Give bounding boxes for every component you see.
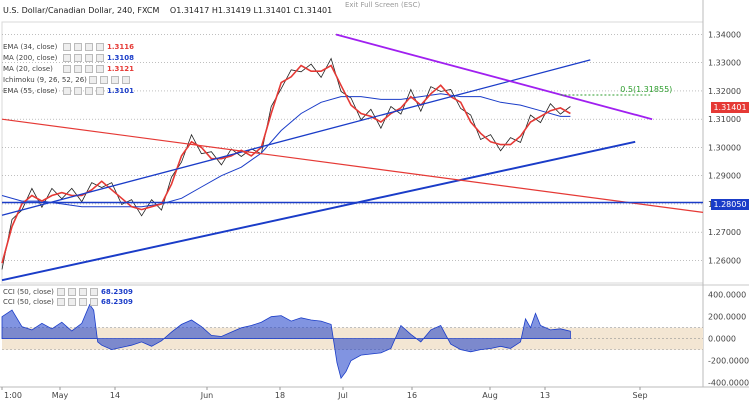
indicator-control-icon[interactable] — [99, 76, 108, 84]
indicator-label: MA (20, close) — [3, 65, 53, 73]
cci-indicator-value: 68.2309 — [101, 298, 133, 306]
x-tick-label: 13 — [540, 391, 550, 400]
indicator-value: 1.3116 — [107, 43, 135, 51]
cci-plot — [1, 303, 571, 380]
main-plot — [1, 33, 704, 282]
y-tick-label: 1.32000 — [708, 87, 741, 96]
y-axis-cci: -400.0000 -200.0000 0.0000 200.0000 400.0000 — [708, 291, 749, 388]
x-tick-label: Jul — [337, 391, 348, 400]
y-tick-label: 1.27000 — [708, 228, 741, 237]
indicator-control-icon[interactable] — [68, 288, 76, 296]
y-tick-label: 1.33000 — [708, 59, 741, 68]
indicator-value: 1.3101 — [107, 87, 135, 95]
cci-indicator-row[interactable]: CCI (50, close) 68.2309 — [3, 298, 133, 306]
y-axis-main: 1.260001.270001.280001.290001.300001.310… — [708, 30, 741, 265]
x-axis: 1:00 May 14 Jun 18 Jul 16 Aug 13 Sep — [1, 387, 648, 400]
trendline-red — [1, 118, 704, 213]
indicator-control-icon[interactable] — [88, 76, 97, 84]
chart-header: U.S. Dollar/Canadian Dollar, 240, FXCM O… — [3, 6, 332, 15]
indicator-value: 1.3108 — [107, 54, 135, 62]
ema-34-line — [1, 64, 571, 264]
cci-tick-label: -200.0000 — [708, 357, 749, 366]
indicator-control-icon[interactable] — [68, 298, 76, 306]
indicator-control-icon[interactable] — [85, 43, 93, 51]
indicator-control-icon[interactable] — [85, 54, 93, 62]
indicator-control-icon[interactable] — [90, 298, 98, 306]
indicator-control-icon[interactable] — [74, 87, 82, 95]
y-tick-label: 1.31000 — [708, 115, 741, 124]
chart-title: U.S. Dollar/Canadian Dollar, 240, FXCM — [3, 6, 160, 15]
indicator-control-icon[interactable] — [96, 87, 104, 95]
indicator-row[interactable]: EMA (34, close) 1.3116 — [3, 43, 134, 51]
cci-tick-label: -400.0000 — [708, 379, 749, 388]
indicator-label: Ichimoku (9, 26, 52, 26) — [3, 76, 87, 84]
trendline-support — [1, 140, 636, 282]
indicator-row[interactable]: EMA (55, close) 1.3101 — [3, 87, 134, 95]
indicator-label: EMA (34, close) — [3, 43, 58, 51]
indicator-control-icon[interactable] — [96, 65, 104, 73]
indicator-value: 1.3121 — [107, 65, 135, 73]
y-tick-label: 1.34000 — [708, 30, 741, 39]
indicator-control-icon[interactable] — [63, 54, 71, 62]
cci-area — [1, 303, 571, 380]
fib-label: 0.5(1.31855) — [620, 85, 672, 94]
indicator-control-icon[interactable] — [74, 43, 82, 51]
x-tick-label: Jun — [200, 391, 214, 400]
cci-tick-label: 400.0000 — [708, 291, 746, 300]
indicator-row[interactable]: Ichimoku (9, 26, 52, 26) — [3, 76, 133, 84]
x-tick-label: Aug — [482, 391, 498, 400]
x-tick-label: 14 — [110, 391, 120, 400]
indicator-control-icon[interactable] — [85, 87, 93, 95]
cci-tick-label: 0.0000 — [708, 335, 736, 344]
indicator-label: EMA (55, close) — [3, 87, 58, 95]
x-tick-label: 18 — [275, 391, 285, 400]
indicator-row[interactable]: MA (200, close) 1.3108 — [3, 54, 134, 62]
indicator-control-icon[interactable] — [57, 298, 65, 306]
trendline-steep — [1, 59, 591, 216]
indicator-control-icon[interactable] — [79, 298, 87, 306]
y-tick-label: 1.26000 — [708, 256, 741, 265]
cci-tick-label: 200.0000 — [708, 313, 746, 322]
indicator-control-icon[interactable] — [57, 288, 65, 296]
indicator-control-icon[interactable] — [85, 65, 93, 73]
level-tag: 1.28050 — [711, 199, 749, 210]
indicator-control-icon[interactable] — [96, 43, 104, 51]
indicator-control-icon[interactable] — [121, 76, 130, 84]
x-tick-label: Sep — [632, 391, 647, 400]
y-tick-label: 1.29000 — [708, 172, 741, 181]
indicator-control-icon[interactable] — [63, 43, 71, 51]
indicator-control-icon[interactable] — [74, 54, 82, 62]
indicator-label: MA (200, close) — [3, 54, 58, 62]
exit-fullscreen-button[interactable]: Exit Full Screen (ESC) — [345, 1, 421, 9]
x-tick-label: May — [52, 391, 69, 400]
channel-line — [335, 33, 653, 121]
indicator-control-icon[interactable] — [110, 76, 119, 84]
indicator-control-icon[interactable] — [79, 288, 87, 296]
x-tick-label: 1:00 — [4, 391, 22, 400]
indicator-control-icon[interactable] — [63, 65, 71, 73]
price-tag: 1.31401 — [711, 102, 749, 113]
indicator-control-icon[interactable] — [63, 87, 71, 95]
ohlc-readout: O1.31417 H1.31419 L1.31401 C1.31401 — [169, 6, 333, 15]
y-tick-label: 1.30000 — [708, 143, 741, 152]
cci-indicator-label: CCI (50, close) — [3, 288, 54, 296]
indicator-control-icon[interactable] — [96, 54, 104, 62]
main-grid — [0, 0, 749, 388]
indicator-control-icon[interactable] — [74, 65, 82, 73]
cci-indicator-value: 68.2309 — [101, 288, 133, 296]
cci-indicator-row[interactable]: CCI (50, close) 68.2309 — [3, 288, 133, 296]
ma-200-line — [1, 93, 571, 208]
cci-indicator-label: CCI (50, close) — [3, 298, 54, 306]
indicator-row[interactable]: MA (20, close) 1.3121 — [3, 65, 134, 73]
indicator-control-icon[interactable] — [90, 288, 98, 296]
x-tick-label: 16 — [407, 391, 417, 400]
